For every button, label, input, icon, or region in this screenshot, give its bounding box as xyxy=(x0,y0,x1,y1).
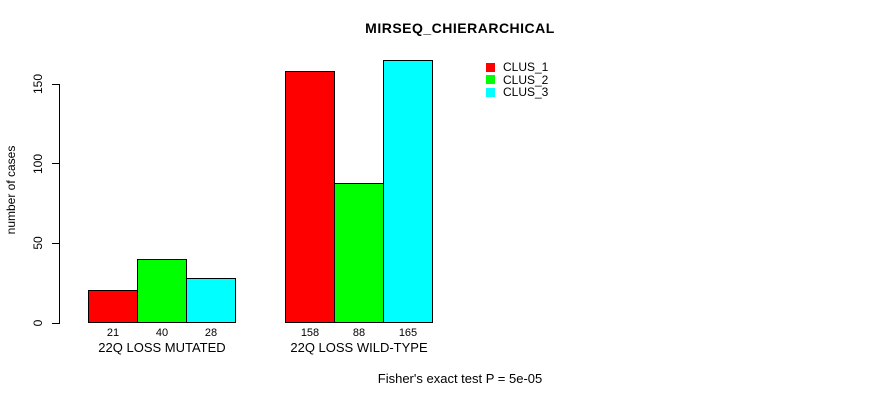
y-tick-label: 150 xyxy=(31,73,45,95)
y-tick xyxy=(52,242,59,244)
bar-clus_1 xyxy=(88,290,138,323)
category-label: 22Q LOSS WILD-TYPE xyxy=(290,340,428,355)
annotation-text: Fisher's exact test P = 5e-05 xyxy=(377,371,543,386)
legend-item: CLUS_1 xyxy=(486,61,548,74)
legend-label: CLUS_3 xyxy=(503,85,549,100)
y-axis-title: number of cases xyxy=(4,145,18,235)
bar-value-label: 158 xyxy=(300,327,320,339)
bar-value-label: 88 xyxy=(352,327,366,339)
y-tick-label: 50 xyxy=(31,236,45,251)
y-tick xyxy=(52,83,59,85)
bar-clus_1 xyxy=(285,71,335,323)
legend-label: CLUS_1 xyxy=(503,60,549,75)
chart-title: MIRSEQ_CHIERARCHICAL xyxy=(365,20,555,36)
bar-clus_3 xyxy=(186,278,236,323)
bar-clus_2 xyxy=(334,183,384,323)
category-label: 22Q LOSS MUTATED xyxy=(98,340,226,355)
y-tick xyxy=(52,322,59,324)
y-tick-label: 0 xyxy=(31,319,45,327)
bar-value-label: 28 xyxy=(204,327,218,339)
bar-value-label: 21 xyxy=(106,327,120,339)
y-tick-label: 100 xyxy=(31,153,45,174)
bar-clus_2 xyxy=(137,259,187,323)
y-tick xyxy=(52,163,59,165)
y-axis-line xyxy=(59,84,60,324)
legend-swatch-clus_3 xyxy=(486,87,495,97)
bar-value-label: 40 xyxy=(155,327,169,339)
legend-item: CLUS_3 xyxy=(486,86,548,99)
legend-item: CLUS_2 xyxy=(486,74,548,87)
bar-clus_3 xyxy=(383,60,433,323)
legend-swatch-clus_1 xyxy=(486,62,495,72)
legend-label: CLUS_2 xyxy=(503,72,549,87)
legend: CLUS_1 CLUS_2 CLUS_3 xyxy=(486,61,548,99)
bar-value-label: 165 xyxy=(398,327,418,339)
legend-swatch-clus_2 xyxy=(486,75,495,85)
